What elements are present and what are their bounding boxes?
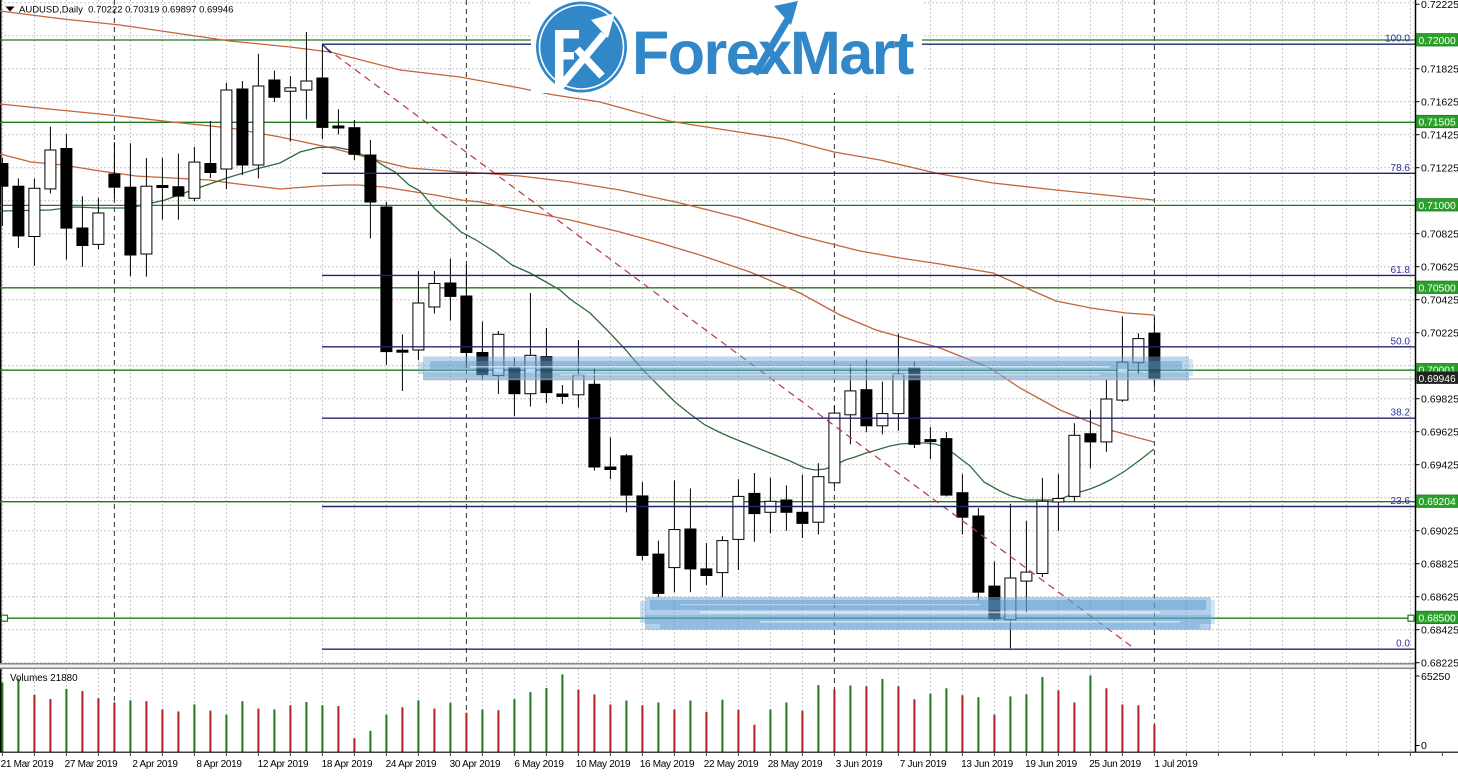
svg-text:78.6: 78.6: [1391, 163, 1411, 174]
svg-text:0.71825: 0.71825: [1421, 64, 1458, 76]
svg-text:0.69425: 0.69425: [1421, 460, 1458, 472]
svg-text:21 Mar 2019: 21 Mar 2019: [1, 759, 55, 770]
svg-text:30 Apr 2019: 30 Apr 2019: [450, 759, 501, 770]
svg-text:0.68500: 0.68500: [1419, 613, 1456, 624]
svg-text:0.69625: 0.69625: [1421, 427, 1458, 439]
svg-text:6 May 2019: 6 May 2019: [514, 759, 564, 770]
svg-text:2 Apr 2019: 2 Apr 2019: [132, 759, 178, 770]
svg-text:12 Apr 2019: 12 Apr 2019: [258, 759, 309, 770]
svg-text:0.72225: 0.72225: [1421, 0, 1458, 11]
svg-text:0.71225: 0.71225: [1421, 163, 1458, 175]
svg-text:0.71425: 0.71425: [1421, 130, 1458, 142]
svg-text:7 Jun 2019: 7 Jun 2019: [900, 759, 947, 770]
svg-text:0.69025: 0.69025: [1421, 526, 1458, 538]
svg-text:0.68225: 0.68225: [1421, 658, 1458, 670]
svg-text:0.68425: 0.68425: [1421, 625, 1458, 637]
svg-text:0.68625: 0.68625: [1421, 592, 1458, 604]
svg-text:19 Jun 2019: 19 Jun 2019: [1025, 759, 1077, 770]
svg-text:Mart: Mart: [790, 19, 914, 87]
svg-text:0.70625: 0.70625: [1421, 262, 1458, 274]
svg-text:0: 0: [1421, 740, 1427, 752]
svg-text:65250: 65250: [1421, 671, 1450, 683]
svg-text:8 Apr 2019: 8 Apr 2019: [196, 759, 242, 770]
svg-text:Volumes 21880: Volumes 21880: [10, 673, 78, 684]
svg-text:22 May 2019: 22 May 2019: [704, 759, 759, 770]
svg-text:0.68825: 0.68825: [1421, 559, 1458, 571]
svg-text:0.69946: 0.69946: [1419, 374, 1456, 385]
svg-text:16 May 2019: 16 May 2019: [640, 759, 695, 770]
svg-text:0.71505: 0.71505: [1419, 118, 1456, 129]
svg-text:100.0: 100.0: [1385, 34, 1410, 45]
svg-text:61.8: 61.8: [1391, 265, 1411, 276]
svg-text:28 May 2019: 28 May 2019: [768, 759, 823, 770]
svg-text:1 Jul 2019: 1 Jul 2019: [1154, 759, 1198, 770]
svg-text:3 Jun 2019: 3 Jun 2019: [836, 759, 883, 770]
svg-text:0.70500: 0.70500: [1419, 283, 1456, 294]
svg-text:0.70825: 0.70825: [1421, 229, 1458, 241]
svg-text:25 Jun 2019: 25 Jun 2019: [1089, 759, 1141, 770]
svg-text:23.6: 23.6: [1391, 496, 1411, 507]
svg-text:13 Jun 2019: 13 Jun 2019: [961, 759, 1013, 770]
svg-text:50.0: 50.0: [1391, 336, 1411, 347]
svg-text:27 Mar 2019: 27 Mar 2019: [65, 759, 119, 770]
svg-text:0.69204: 0.69204: [1419, 497, 1456, 508]
svg-text:18 Apr 2019: 18 Apr 2019: [322, 759, 373, 770]
svg-text:AUDUSD,Daily 0.70222 0.70319: AUDUSD,Daily 0.70222 0.70319 0.69897 0.6…: [19, 5, 233, 16]
svg-text:0.69825: 0.69825: [1421, 394, 1458, 406]
svg-text:0.70225: 0.70225: [1421, 328, 1458, 340]
svg-text:0.70425: 0.70425: [1421, 295, 1458, 307]
svg-text:0.71625: 0.71625: [1421, 97, 1458, 109]
svg-text:0.72000: 0.72000: [1419, 36, 1456, 47]
svg-text:38.2: 38.2: [1391, 408, 1411, 419]
svg-text:0.71000: 0.71000: [1419, 201, 1456, 212]
svg-text:24 Apr 2019: 24 Apr 2019: [386, 759, 437, 770]
svg-text:0.0: 0.0: [1396, 639, 1410, 650]
svg-text:10 May 2019: 10 May 2019: [576, 759, 631, 770]
